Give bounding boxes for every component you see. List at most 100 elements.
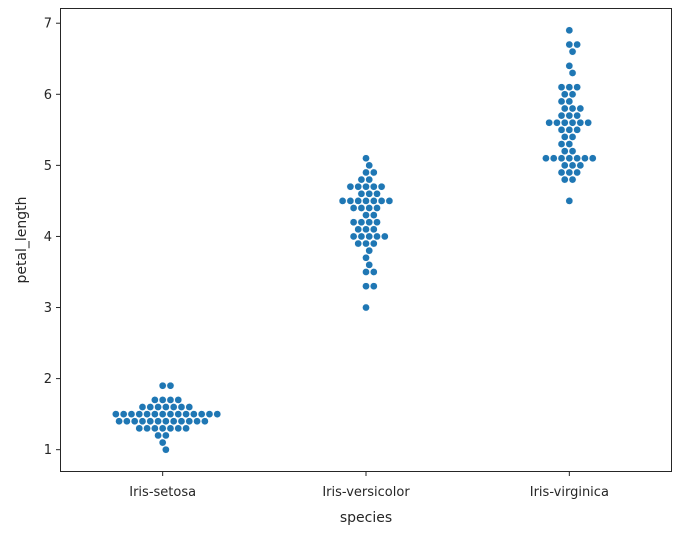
data-point <box>174 410 183 418</box>
data-point <box>568 118 577 127</box>
data-point <box>573 40 581 49</box>
data-point <box>185 403 194 411</box>
data-point <box>354 239 363 248</box>
data-point <box>557 83 566 92</box>
data-point <box>565 62 574 70</box>
data-point <box>373 189 381 198</box>
y-tick-label: 4 <box>44 230 52 245</box>
data-point <box>568 147 577 156</box>
data-point <box>573 154 581 163</box>
data-point <box>369 239 378 248</box>
data-point <box>362 282 370 291</box>
data-point <box>135 424 144 433</box>
data-point <box>154 431 162 440</box>
data-point <box>365 218 374 227</box>
data-point <box>560 90 569 99</box>
data-point <box>568 69 577 77</box>
data-point <box>193 417 201 426</box>
data-point <box>377 182 386 191</box>
data-point <box>560 147 569 156</box>
data-point <box>362 239 370 248</box>
data-point <box>357 218 366 227</box>
x-tick-label: Iris-setosa <box>129 485 196 500</box>
data-point <box>166 396 175 404</box>
data-point <box>560 118 569 127</box>
data-point <box>158 410 167 418</box>
data-point <box>138 403 147 411</box>
data-point <box>162 445 170 454</box>
data-point <box>349 232 358 241</box>
data-point <box>346 197 355 205</box>
data-point <box>560 104 569 113</box>
data-point <box>158 438 167 447</box>
y-axis: 1 2 3 4 5 6 7 <box>44 17 61 458</box>
data-point <box>380 232 389 241</box>
data-point <box>166 424 175 433</box>
data-point <box>576 104 585 113</box>
data-point <box>169 403 178 411</box>
data-point <box>362 182 370 191</box>
data-point <box>542 154 550 163</box>
data-point <box>377 197 386 205</box>
data-point <box>362 168 370 177</box>
data-point <box>146 417 155 426</box>
data-point <box>166 381 175 390</box>
y-tick-label: 3 <box>44 301 52 316</box>
data-point <box>177 417 186 426</box>
data-point <box>162 403 170 411</box>
data-point <box>115 417 123 426</box>
data-point <box>151 424 159 433</box>
data-point <box>357 204 366 212</box>
data-point <box>560 133 569 141</box>
data-point <box>549 154 558 163</box>
data-point <box>573 111 581 120</box>
data-point <box>154 417 162 426</box>
data-point <box>158 396 167 404</box>
data-point <box>369 282 378 291</box>
data-point <box>568 175 577 184</box>
data-point <box>576 161 585 170</box>
data-point <box>557 97 566 106</box>
data-point <box>151 410 159 418</box>
data-point <box>362 268 370 276</box>
data-point <box>568 133 577 141</box>
data-point <box>362 303 370 312</box>
data-point <box>169 417 178 426</box>
data-point <box>357 232 366 241</box>
data-point <box>362 253 370 262</box>
data-point <box>201 417 209 426</box>
data-point <box>119 410 128 418</box>
data-point <box>373 218 381 227</box>
data-point <box>565 40 574 49</box>
data-point <box>565 111 574 120</box>
data-point <box>545 118 553 127</box>
data-point <box>138 417 147 426</box>
data-point <box>565 83 574 92</box>
data-point <box>112 410 120 418</box>
x-axis-title: species <box>340 510 392 526</box>
data-point <box>346 182 355 191</box>
data-point <box>573 168 581 177</box>
data-point <box>362 154 370 163</box>
data-point <box>373 204 381 212</box>
data-point <box>127 410 136 418</box>
data-point <box>565 125 574 134</box>
data-point <box>576 118 585 127</box>
data-point <box>158 381 167 390</box>
data-point <box>205 410 214 418</box>
data-point <box>357 175 366 184</box>
data-point <box>365 246 374 255</box>
data-point <box>565 26 574 35</box>
data-point <box>365 175 374 184</box>
data-point <box>560 175 569 184</box>
data-point <box>369 211 378 219</box>
data-point <box>162 417 170 426</box>
data-point <box>369 197 378 205</box>
x-axis: Iris-setosa Iris-versicolor Iris-virginica <box>129 471 609 500</box>
data-point <box>365 204 374 212</box>
data-point <box>354 197 363 205</box>
data-point <box>349 218 358 227</box>
data-point <box>369 182 378 191</box>
data-point <box>146 403 155 411</box>
data-point <box>143 410 151 418</box>
